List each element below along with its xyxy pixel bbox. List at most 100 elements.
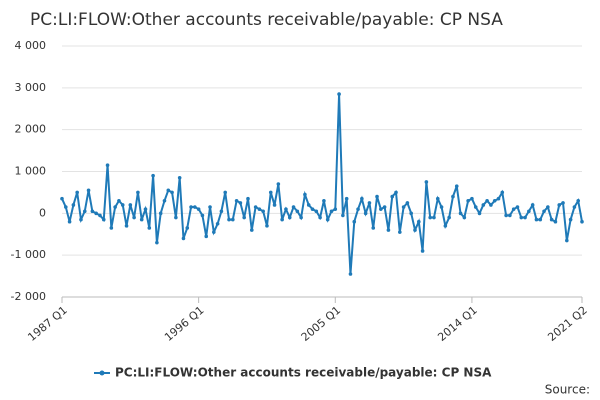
- point: [101, 217, 106, 222]
- y-tick-label: 2 000: [15, 123, 47, 136]
- point: [120, 203, 125, 207]
- point: [151, 173, 155, 178]
- point: [299, 215, 303, 220]
- point: [227, 217, 231, 222]
- point: [561, 201, 565, 205]
- y-tick-label: 3 000: [15, 81, 47, 94]
- point: [113, 205, 117, 209]
- point: [508, 213, 512, 218]
- point: [447, 215, 451, 220]
- point: [212, 230, 216, 234]
- x-tick-label: 1996 Q1: [162, 304, 206, 344]
- point: [325, 217, 330, 222]
- point: [234, 198, 239, 203]
- point: [367, 201, 372, 205]
- point: [530, 203, 535, 207]
- point: [398, 230, 402, 234]
- point: [246, 196, 250, 201]
- point: [546, 205, 550, 209]
- point: [249, 228, 254, 232]
- point: [318, 215, 322, 220]
- point: [538, 217, 543, 222]
- point: [519, 215, 524, 220]
- point: [158, 211, 163, 216]
- point: [139, 217, 144, 222]
- point: [489, 203, 493, 207]
- point: [67, 219, 72, 224]
- point: [379, 207, 383, 211]
- point: [86, 188, 91, 193]
- point: [124, 224, 129, 228]
- point: [177, 175, 182, 180]
- point: [470, 196, 474, 201]
- point: [284, 207, 288, 211]
- x-tick-label: 1987 Q1: [25, 304, 69, 344]
- point: [416, 219, 421, 224]
- point: [534, 217, 539, 222]
- point: [515, 205, 520, 209]
- point: [105, 163, 110, 168]
- point: [63, 205, 68, 209]
- point: [276, 182, 281, 186]
- point: [337, 92, 341, 96]
- point: [462, 215, 467, 220]
- point: [310, 207, 315, 211]
- point: [432, 215, 436, 220]
- point: [420, 249, 425, 253]
- point: [424, 180, 429, 184]
- source: Source:: [545, 383, 590, 397]
- point: [363, 211, 368, 216]
- point: [261, 209, 265, 214]
- point: [394, 190, 398, 195]
- point: [174, 215, 178, 220]
- point: [117, 198, 121, 203]
- y-tick-label: 4 000: [15, 39, 47, 52]
- point: [557, 203, 562, 207]
- point: [375, 194, 379, 199]
- point: [287, 215, 292, 220]
- point: [185, 226, 190, 230]
- point: [71, 203, 76, 207]
- point: [329, 209, 334, 214]
- series-line: [61, 94, 583, 275]
- point: [504, 213, 508, 218]
- point: [189, 205, 193, 209]
- point: [473, 205, 478, 209]
- point: [268, 190, 273, 195]
- point: [443, 224, 448, 228]
- point: [333, 207, 338, 211]
- point: [98, 213, 102, 218]
- point: [208, 205, 212, 209]
- point: [356, 207, 360, 211]
- point: [454, 184, 459, 188]
- point: [565, 238, 569, 243]
- legend-label: PC:LI:FLOW:Other accounts receivable/pay…: [115, 366, 492, 380]
- point: [196, 207, 201, 211]
- x-tick-label: 2021 Q2: [545, 304, 589, 344]
- y-tick-label: 0: [39, 206, 46, 219]
- point: [166, 188, 171, 193]
- chart-title: PC:LI:FLOW:Other accounts receivable/pay…: [30, 10, 503, 30]
- point: [523, 215, 527, 220]
- point: [291, 205, 296, 209]
- point: [386, 228, 391, 232]
- point: [492, 198, 497, 203]
- point: [341, 213, 345, 218]
- point: [303, 192, 307, 197]
- point: [413, 228, 417, 232]
- point: [371, 226, 376, 230]
- point: [435, 196, 440, 201]
- point: [90, 209, 95, 214]
- point: [109, 226, 114, 230]
- point: [94, 211, 98, 216]
- y-tick-label: -2 000: [11, 290, 46, 303]
- point: [344, 196, 349, 201]
- point: [405, 201, 410, 205]
- y-tick-label: 1 000: [15, 165, 47, 178]
- point: [253, 205, 258, 209]
- point: [360, 196, 364, 201]
- point: [409, 211, 413, 216]
- point: [580, 219, 584, 224]
- point: [322, 198, 326, 203]
